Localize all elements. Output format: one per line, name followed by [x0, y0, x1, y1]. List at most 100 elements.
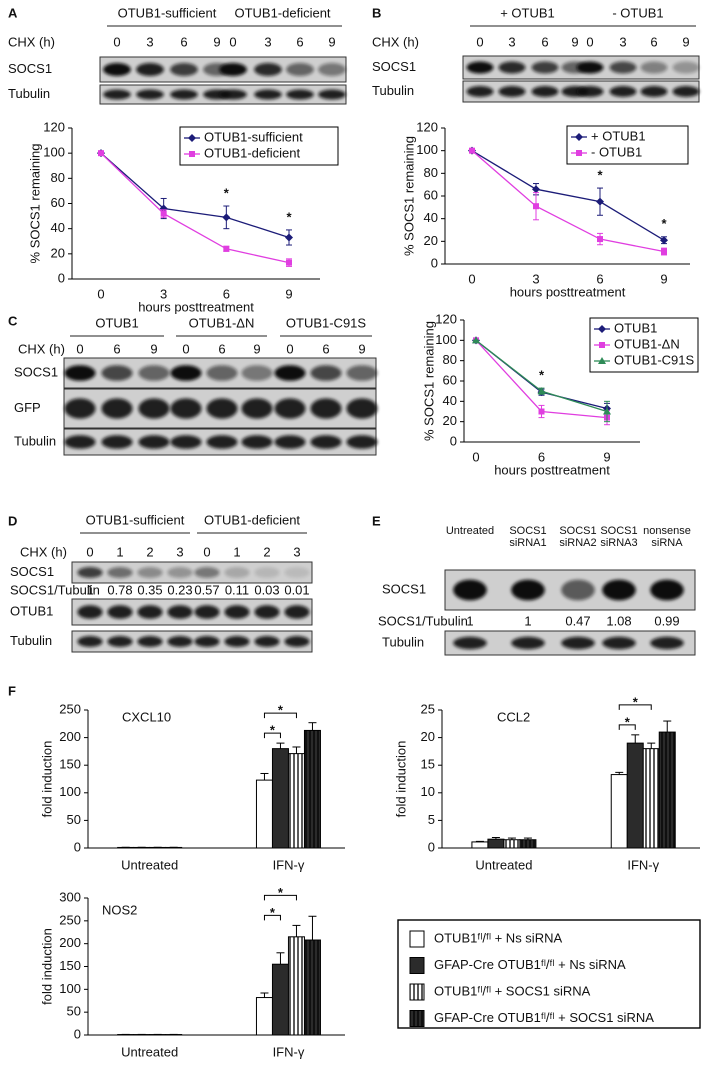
point	[598, 357, 606, 364]
y-tick-label: 50	[67, 812, 81, 827]
legend-swatch	[409, 1010, 425, 1027]
lane-label: 9	[358, 341, 365, 356]
ratio-label: SOCS1/Tubulin	[10, 582, 100, 597]
lane-label: 0	[76, 341, 83, 356]
band	[672, 61, 700, 74]
lane-label: 0	[86, 544, 93, 559]
band	[219, 89, 247, 100]
band	[650, 636, 684, 650]
band	[241, 398, 273, 419]
lane-header: CHX (h)	[20, 544, 67, 559]
point	[537, 387, 546, 395]
point	[660, 236, 668, 245]
legend-box	[566, 125, 689, 165]
row-label: SOCS1	[382, 581, 426, 596]
group-label: + OTUB1	[500, 5, 555, 20]
lane-label: 6	[218, 341, 225, 356]
panel-label: C	[8, 313, 18, 328]
band	[167, 605, 193, 619]
point	[661, 248, 667, 255]
legend-label: GFAP-Cre OTUB1ᶠˡ/ᶠˡ + SOCS1 siRNA	[434, 1010, 654, 1025]
bar	[487, 838, 505, 849]
x-tick-label: 0	[468, 271, 475, 286]
significance-bracket	[263, 894, 297, 901]
band	[170, 365, 202, 381]
lane-label: SOCS1 siRNA1	[509, 525, 547, 549]
y-tick-label: 0	[58, 270, 65, 285]
band	[170, 89, 198, 100]
y-tick-label: 60	[443, 372, 457, 387]
band	[241, 435, 273, 449]
band	[284, 567, 310, 578]
band	[274, 398, 306, 419]
y-tick-label: 250	[59, 912, 81, 927]
band	[310, 365, 342, 381]
y-tick-label: 60	[51, 195, 65, 210]
band	[167, 567, 193, 578]
legend-label: OTUB1-deficient	[204, 145, 300, 160]
legend-swatch	[409, 983, 425, 1001]
panel-title: NOS2	[102, 902, 137, 917]
band	[274, 435, 306, 449]
point	[472, 336, 480, 344]
bar	[626, 742, 644, 849]
y-tick-label: 80	[443, 352, 457, 367]
ratio-value: 1.08	[606, 613, 631, 628]
bar	[287, 936, 305, 1036]
y-tick-label: 20	[421, 729, 435, 744]
x-tick-label: 6	[223, 286, 230, 301]
band	[194, 636, 220, 647]
group-label: OTUB1-C91S	[286, 315, 367, 330]
band	[466, 86, 494, 97]
band	[101, 435, 133, 449]
lane-label: 6	[322, 341, 329, 356]
band	[531, 86, 559, 97]
x-axis-label: hours posttreatment	[138, 299, 254, 314]
lane-label: 6	[541, 34, 548, 49]
band	[107, 567, 133, 578]
y-tick-label: 120	[43, 119, 65, 134]
y-axis-label: fold induction	[39, 928, 54, 1005]
bar	[658, 731, 676, 849]
band	[170, 63, 198, 76]
panel-label: E	[372, 513, 381, 528]
point	[575, 133, 583, 141]
bar	[117, 846, 135, 849]
annotation: *	[597, 168, 603, 183]
band	[609, 61, 637, 74]
y-tick-label: 40	[424, 210, 438, 225]
lane-label: 9	[682, 34, 689, 49]
x-tick-label: 6	[596, 271, 603, 286]
y-tick-label: 150	[59, 757, 81, 772]
bar	[503, 839, 521, 849]
y-tick-label: 15	[421, 757, 435, 772]
y-tick-label: 200	[59, 729, 81, 744]
band	[224, 605, 250, 619]
band	[206, 398, 238, 419]
band	[531, 61, 559, 74]
point	[98, 150, 104, 157]
band	[224, 636, 250, 647]
bar	[519, 839, 537, 849]
lane-label: 0	[182, 341, 189, 356]
panel-label: D	[8, 513, 17, 528]
y-tick-label: 100	[416, 142, 438, 157]
annotation: *	[224, 185, 230, 200]
point	[599, 342, 605, 348]
band	[224, 567, 250, 578]
x-tick-label: 3	[160, 286, 167, 301]
legend-box	[179, 126, 339, 166]
y-tick-label: 5	[428, 812, 435, 827]
panel-title: CXCL10	[122, 709, 171, 724]
bar	[303, 729, 321, 849]
band	[241, 365, 273, 381]
x-tick-label: Untreated	[475, 857, 532, 872]
series-line	[100, 152, 290, 239]
band	[206, 365, 238, 381]
bar	[255, 779, 273, 849]
panel-label: B	[372, 5, 381, 20]
lane-label: 3	[264, 34, 271, 49]
point	[286, 259, 292, 266]
significance-bracket	[618, 724, 636, 730]
significance-bracket	[263, 914, 281, 921]
